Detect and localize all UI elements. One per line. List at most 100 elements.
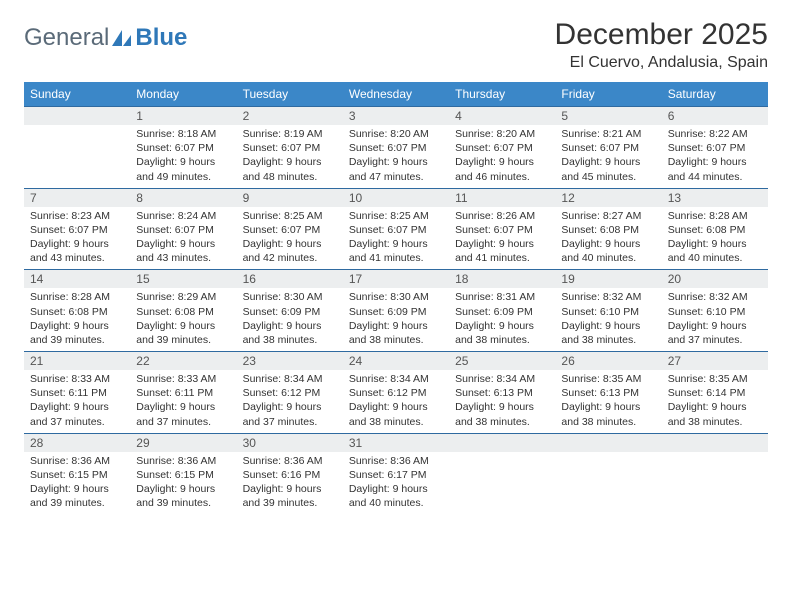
- daylight-text: Daylight: 9 hours and 38 minutes.: [349, 400, 443, 428]
- sunrise-text: Sunrise: 8:36 AM: [349, 454, 443, 468]
- day-details: Sunrise: 8:18 AMSunset: 6:07 PMDaylight:…: [130, 125, 236, 188]
- day-details: Sunrise: 8:34 AMSunset: 6:13 PMDaylight:…: [449, 370, 555, 433]
- day-number: 28: [24, 434, 130, 452]
- calendar-row: 1Sunrise: 8:18 AMSunset: 6:07 PMDaylight…: [24, 107, 768, 189]
- sunrise-text: Sunrise: 8:34 AM: [349, 372, 443, 386]
- sunrise-text: Sunrise: 8:20 AM: [349, 127, 443, 141]
- calendar-cell: 9Sunrise: 8:25 AMSunset: 6:07 PMDaylight…: [237, 188, 343, 270]
- day-number: [662, 434, 768, 452]
- day-details: Sunrise: 8:36 AMSunset: 6:17 PMDaylight:…: [343, 452, 449, 515]
- daylight-text: Daylight: 9 hours and 43 minutes.: [30, 237, 124, 265]
- weekday-header: Thursday: [449, 82, 555, 107]
- weekday-header: Friday: [555, 82, 661, 107]
- day-number: [24, 107, 130, 125]
- day-number: 13: [662, 189, 768, 207]
- day-number: 22: [130, 352, 236, 370]
- sunset-text: Sunset: 6:09 PM: [349, 305, 443, 319]
- day-number: 7: [24, 189, 130, 207]
- sunrise-text: Sunrise: 8:28 AM: [668, 209, 762, 223]
- sunrise-text: Sunrise: 8:26 AM: [455, 209, 549, 223]
- daylight-text: Daylight: 9 hours and 37 minutes.: [243, 400, 337, 428]
- sunset-text: Sunset: 6:10 PM: [561, 305, 655, 319]
- daylight-text: Daylight: 9 hours and 37 minutes.: [136, 400, 230, 428]
- calendar-cell: 5Sunrise: 8:21 AMSunset: 6:07 PMDaylight…: [555, 107, 661, 189]
- day-details: Sunrise: 8:29 AMSunset: 6:08 PMDaylight:…: [130, 288, 236, 351]
- sunset-text: Sunset: 6:07 PM: [30, 223, 124, 237]
- sunrise-text: Sunrise: 8:35 AM: [668, 372, 762, 386]
- day-details: Sunrise: 8:36 AMSunset: 6:15 PMDaylight:…: [24, 452, 130, 515]
- calendar-row: 21Sunrise: 8:33 AMSunset: 6:11 PMDayligh…: [24, 352, 768, 434]
- sunrise-text: Sunrise: 8:36 AM: [243, 454, 337, 468]
- daylight-text: Daylight: 9 hours and 40 minutes.: [349, 482, 443, 510]
- daylight-text: Daylight: 9 hours and 39 minutes.: [136, 319, 230, 347]
- day-details: Sunrise: 8:27 AMSunset: 6:08 PMDaylight:…: [555, 207, 661, 270]
- day-details: Sunrise: 8:33 AMSunset: 6:11 PMDaylight:…: [24, 370, 130, 433]
- weekday-header: Tuesday: [237, 82, 343, 107]
- sunrise-text: Sunrise: 8:32 AM: [561, 290, 655, 304]
- day-details: Sunrise: 8:35 AMSunset: 6:13 PMDaylight:…: [555, 370, 661, 433]
- sunrise-text: Sunrise: 8:33 AM: [30, 372, 124, 386]
- day-number: 20: [662, 270, 768, 288]
- daylight-text: Daylight: 9 hours and 38 minutes.: [668, 400, 762, 428]
- calendar-cell: 1Sunrise: 8:18 AMSunset: 6:07 PMDaylight…: [130, 107, 236, 189]
- sunrise-text: Sunrise: 8:30 AM: [349, 290, 443, 304]
- calendar-table: Sunday Monday Tuesday Wednesday Thursday…: [24, 82, 768, 514]
- calendar-cell: 19Sunrise: 8:32 AMSunset: 6:10 PMDayligh…: [555, 270, 661, 352]
- sunset-text: Sunset: 6:08 PM: [668, 223, 762, 237]
- daylight-text: Daylight: 9 hours and 38 minutes.: [455, 319, 549, 347]
- day-details: Sunrise: 8:36 AMSunset: 6:15 PMDaylight:…: [130, 452, 236, 515]
- calendar-body: 1Sunrise: 8:18 AMSunset: 6:07 PMDaylight…: [24, 107, 768, 515]
- calendar-cell: 18Sunrise: 8:31 AMSunset: 6:09 PMDayligh…: [449, 270, 555, 352]
- sunrise-text: Sunrise: 8:25 AM: [349, 209, 443, 223]
- sunset-text: Sunset: 6:07 PM: [136, 223, 230, 237]
- weekday-header-row: Sunday Monday Tuesday Wednesday Thursday…: [24, 82, 768, 107]
- sunset-text: Sunset: 6:14 PM: [668, 386, 762, 400]
- daylight-text: Daylight: 9 hours and 47 minutes.: [349, 155, 443, 183]
- calendar-cell: [662, 433, 768, 514]
- day-details: Sunrise: 8:30 AMSunset: 6:09 PMDaylight:…: [343, 288, 449, 351]
- sunrise-text: Sunrise: 8:35 AM: [561, 372, 655, 386]
- sunrise-text: Sunrise: 8:19 AM: [243, 127, 337, 141]
- weekday-header: Wednesday: [343, 82, 449, 107]
- calendar-cell: 31Sunrise: 8:36 AMSunset: 6:17 PMDayligh…: [343, 433, 449, 514]
- daylight-text: Daylight: 9 hours and 41 minutes.: [349, 237, 443, 265]
- calendar-cell: [449, 433, 555, 514]
- daylight-text: Daylight: 9 hours and 39 minutes.: [243, 482, 337, 510]
- sunset-text: Sunset: 6:15 PM: [136, 468, 230, 482]
- day-details: Sunrise: 8:22 AMSunset: 6:07 PMDaylight:…: [662, 125, 768, 188]
- day-details: Sunrise: 8:34 AMSunset: 6:12 PMDaylight:…: [343, 370, 449, 433]
- calendar-cell: 14Sunrise: 8:28 AMSunset: 6:08 PMDayligh…: [24, 270, 130, 352]
- calendar-cell: 17Sunrise: 8:30 AMSunset: 6:09 PMDayligh…: [343, 270, 449, 352]
- logo-sail-icon: [111, 29, 133, 47]
- day-number: 26: [555, 352, 661, 370]
- sunrise-text: Sunrise: 8:30 AM: [243, 290, 337, 304]
- sunset-text: Sunset: 6:08 PM: [136, 305, 230, 319]
- sunset-text: Sunset: 6:15 PM: [30, 468, 124, 482]
- daylight-text: Daylight: 9 hours and 46 minutes.: [455, 155, 549, 183]
- sunrise-text: Sunrise: 8:28 AM: [30, 290, 124, 304]
- calendar-cell: 26Sunrise: 8:35 AMSunset: 6:13 PMDayligh…: [555, 352, 661, 434]
- day-number: 4: [449, 107, 555, 125]
- calendar-cell: 25Sunrise: 8:34 AMSunset: 6:13 PMDayligh…: [449, 352, 555, 434]
- sunset-text: Sunset: 6:08 PM: [561, 223, 655, 237]
- day-details: Sunrise: 8:33 AMSunset: 6:11 PMDaylight:…: [130, 370, 236, 433]
- day-details: Sunrise: 8:20 AMSunset: 6:07 PMDaylight:…: [343, 125, 449, 188]
- calendar-cell: 8Sunrise: 8:24 AMSunset: 6:07 PMDaylight…: [130, 188, 236, 270]
- daylight-text: Daylight: 9 hours and 45 minutes.: [561, 155, 655, 183]
- sunrise-text: Sunrise: 8:36 AM: [136, 454, 230, 468]
- day-details: Sunrise: 8:32 AMSunset: 6:10 PMDaylight:…: [662, 288, 768, 351]
- day-number: 18: [449, 270, 555, 288]
- calendar-cell: 28Sunrise: 8:36 AMSunset: 6:15 PMDayligh…: [24, 433, 130, 514]
- day-number: 24: [343, 352, 449, 370]
- day-details: Sunrise: 8:19 AMSunset: 6:07 PMDaylight:…: [237, 125, 343, 188]
- calendar-cell: 12Sunrise: 8:27 AMSunset: 6:08 PMDayligh…: [555, 188, 661, 270]
- day-number: [449, 434, 555, 452]
- calendar-cell: 27Sunrise: 8:35 AMSunset: 6:14 PMDayligh…: [662, 352, 768, 434]
- sunrise-text: Sunrise: 8:18 AM: [136, 127, 230, 141]
- daylight-text: Daylight: 9 hours and 48 minutes.: [243, 155, 337, 183]
- day-number: 16: [237, 270, 343, 288]
- daylight-text: Daylight: 9 hours and 38 minutes.: [455, 400, 549, 428]
- sunset-text: Sunset: 6:07 PM: [136, 141, 230, 155]
- calendar-cell: 21Sunrise: 8:33 AMSunset: 6:11 PMDayligh…: [24, 352, 130, 434]
- sunrise-text: Sunrise: 8:25 AM: [243, 209, 337, 223]
